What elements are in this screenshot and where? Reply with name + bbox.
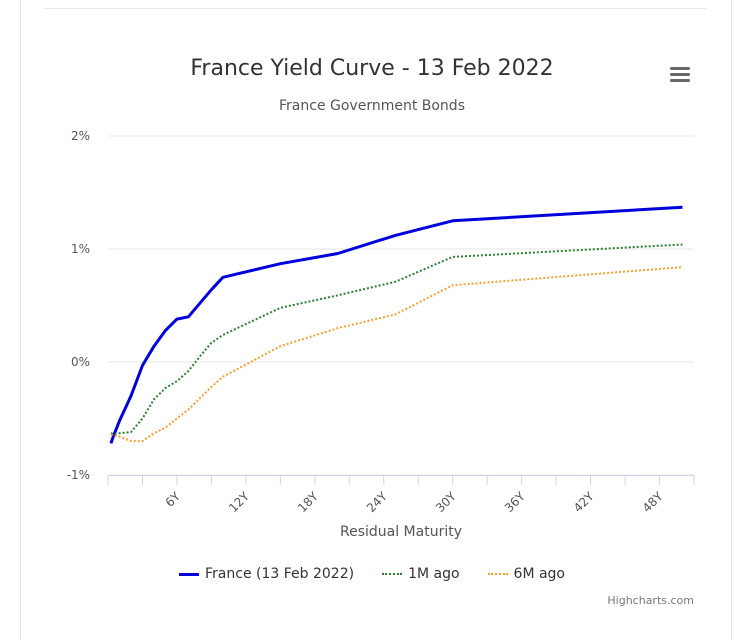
y-tick-label: -1% bbox=[67, 468, 90, 482]
legend-swatch bbox=[487, 573, 508, 575]
y-tick-label: 2% bbox=[71, 129, 90, 143]
hamburger-icon bbox=[670, 67, 690, 70]
series-line-3[interactable] bbox=[110, 266, 683, 443]
context-menu-button[interactable] bbox=[666, 64, 694, 88]
x-tick-label: 18Y bbox=[295, 489, 321, 515]
x-axis bbox=[107, 475, 695, 485]
series-line-2[interactable] bbox=[110, 243, 683, 436]
legend-item-2[interactable]: 1M ago bbox=[382, 566, 460, 582]
y-axis-labels: -1% 0% 1% 2% bbox=[67, 129, 90, 482]
grid-lines bbox=[108, 135, 694, 476]
top-divider bbox=[44, 8, 706, 9]
x-axis-title: Residual Maturity bbox=[340, 524, 462, 540]
legend-label: 1M ago bbox=[408, 566, 460, 582]
series-layer bbox=[109, 205, 683, 444]
legend-item-1[interactable]: France (13 Feb 2022) bbox=[179, 566, 354, 582]
y-tick-label: 1% bbox=[71, 242, 90, 256]
x-tick-label: 48Y bbox=[640, 489, 666, 515]
x-tick-label: 12Y bbox=[226, 489, 252, 515]
chart-title: France Yield Curve - 13 Feb 2022 bbox=[190, 56, 554, 81]
x-tick-label: 24Y bbox=[364, 489, 390, 515]
legend-label: 6M ago bbox=[513, 566, 565, 582]
chart-container bbox=[20, 0, 732, 640]
series-line-1[interactable] bbox=[109, 205, 683, 444]
legend: France (13 Feb 2022) 1M ago 6M ago bbox=[0, 566, 744, 582]
x-tick-label: 30Y bbox=[433, 489, 459, 515]
chart-subtitle: France Government Bonds bbox=[279, 98, 465, 114]
x-axis-labels: 6Y 12Y 18Y 24Y 30Y 36Y 42Y 48Y bbox=[163, 489, 667, 515]
x-tick-label: 6Y bbox=[163, 489, 184, 510]
x-tick-label: 36Y bbox=[502, 489, 528, 515]
x-tick-label: 42Y bbox=[571, 489, 597, 515]
y-tick-label: 0% bbox=[71, 355, 90, 369]
legend-item-3[interactable]: 6M ago bbox=[487, 566, 565, 582]
legend-label: France (13 Feb 2022) bbox=[205, 566, 355, 582]
credits-link[interactable]: Highcharts.com bbox=[607, 594, 694, 607]
legend-swatch bbox=[179, 572, 199, 576]
legend-swatch bbox=[382, 573, 403, 575]
